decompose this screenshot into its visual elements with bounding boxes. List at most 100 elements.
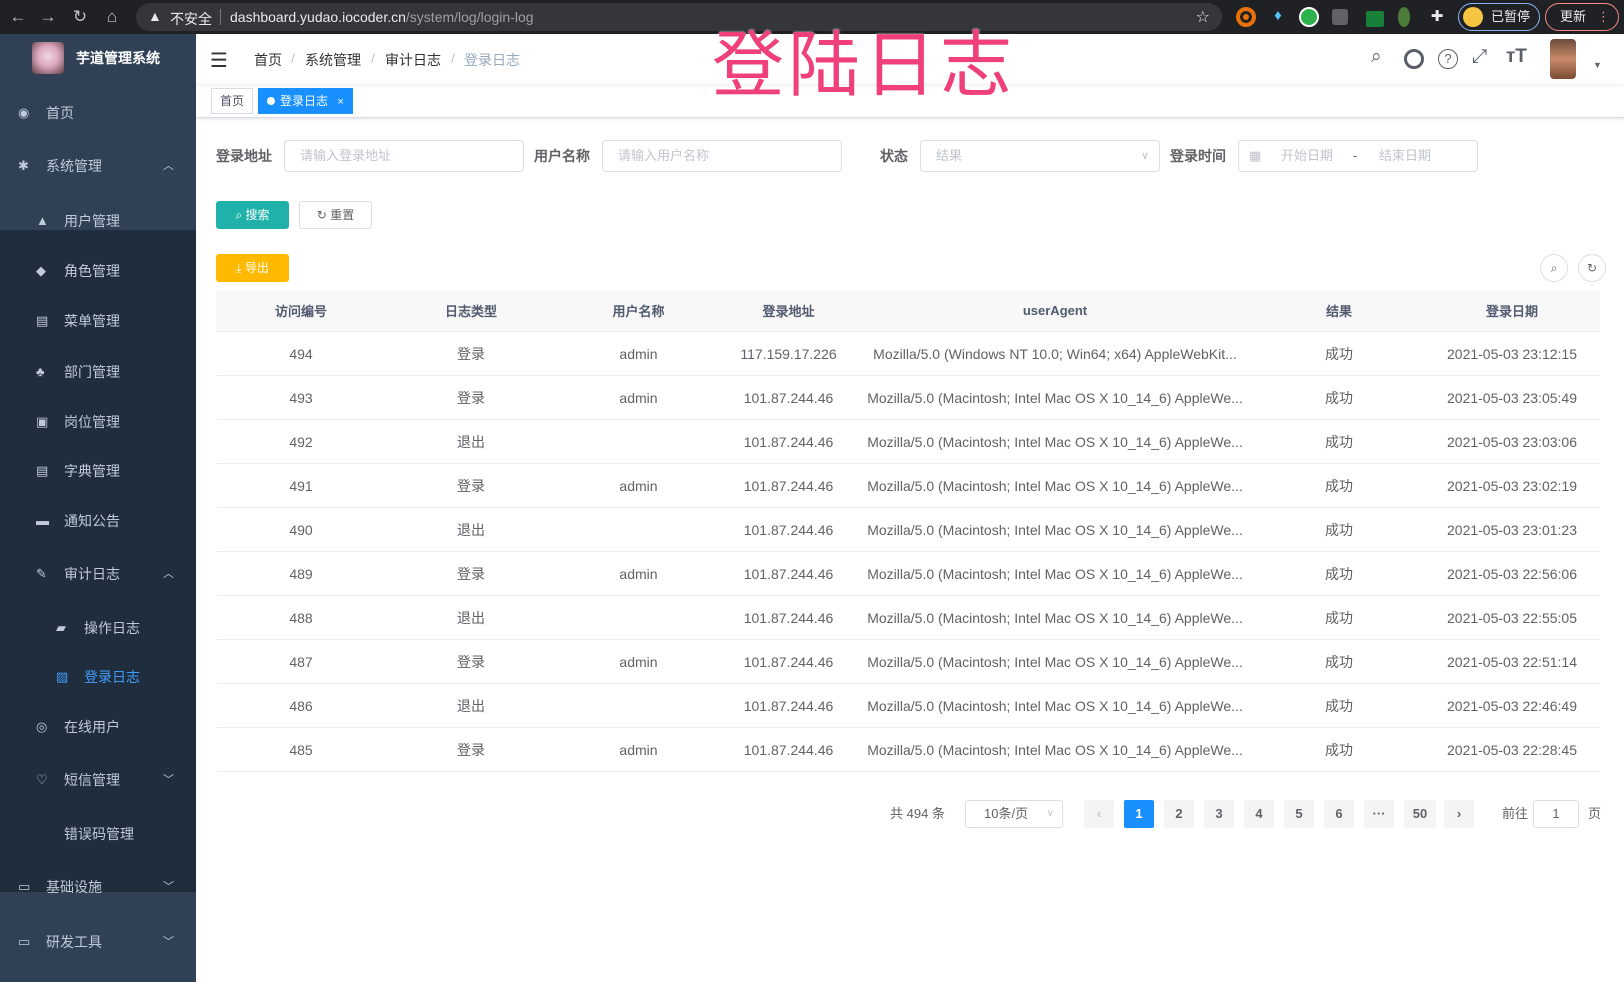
search-icon[interactable]: ⌕ xyxy=(1371,46,1382,67)
fullscreen-icon[interactable]: ⤢ xyxy=(1472,46,1488,67)
reload-icon[interactable]: ↻ xyxy=(72,7,88,26)
sidebar-item[interactable]: ▲ 用户管理 xyxy=(0,196,196,246)
sidebar-item[interactable]: ▣ 岗位管理 xyxy=(0,397,196,447)
next-page-button[interactable]: › xyxy=(1444,800,1474,828)
extension-icon[interactable] xyxy=(1236,7,1256,27)
refresh-button[interactable]: ↻ xyxy=(1578,254,1606,282)
chevron-down-icon: ∨ xyxy=(1046,808,1054,819)
breadcrumb-separator: / xyxy=(291,50,295,66)
leaf-extension-icon[interactable] xyxy=(1398,7,1410,27)
form-icon: ▰ xyxy=(56,620,66,635)
table-row[interactable]: 490 退出 101.87.244.46 Mozilla/5.0 (Macintosh… xyxy=(216,508,1600,552)
diamond-extension-icon[interactable]: ♦ xyxy=(1274,7,1282,24)
page-button[interactable]: 50 xyxy=(1404,800,1436,828)
goto-page-input[interactable]: 1 xyxy=(1533,800,1579,828)
avatar[interactable] xyxy=(1550,39,1576,79)
column-header[interactable]: 登录日期 xyxy=(1485,304,1538,319)
table-row[interactable]: 486 退出 101.87.244.46 Mozilla/5.0 (Macintosh… xyxy=(216,684,1600,728)
page-button[interactable]: 2 xyxy=(1164,800,1194,828)
more-pages-button[interactable]: ··· xyxy=(1364,800,1394,828)
column-header[interactable]: 用户名称 xyxy=(612,304,665,319)
page-button[interactable]: 4 xyxy=(1244,800,1274,828)
sidebar-item-label: 错误码管理 xyxy=(64,826,134,842)
sidebar-item[interactable]: 错误码管理 xyxy=(0,809,196,859)
tag-home[interactable]: 首页 xyxy=(211,88,254,114)
ip-input[interactable]: 请输入登录地址 xyxy=(284,140,524,172)
breadcrumb-item[interactable]: 审计日志 xyxy=(385,52,441,68)
grid-extension-icon[interactable] xyxy=(1332,9,1348,25)
table-row[interactable]: 493 登录 admin 101.87.244.46 Mozilla/5.0 (Maci… xyxy=(216,376,1600,420)
sidebar-item[interactable]: ▤ 菜单管理 xyxy=(0,296,196,346)
back-icon[interactable]: ← xyxy=(9,7,27,26)
table-row[interactable]: 489 登录 admin 101.87.244.46 Mozilla/5.0 (Maci… xyxy=(216,552,1600,596)
table-cell: 486 xyxy=(289,697,313,714)
overlay-title: 登陆日志 xyxy=(712,26,1017,106)
table-cell: Mozilla/5.0 (Macintosh; Intel Mac OS X 1… xyxy=(867,433,1243,450)
sidebar-item[interactable]: ✱ 系统管理 ︿ xyxy=(0,141,196,191)
column-header[interactable]: 结果 xyxy=(1325,304,1352,319)
page-button[interactable]: 3 xyxy=(1204,800,1234,828)
puzzle-extensions-icon[interactable]: ✚ xyxy=(1430,8,1444,25)
column-header[interactable]: userAgent xyxy=(1022,303,1088,318)
sidebar-item-label: 登录日志 xyxy=(84,669,140,685)
start-date-input[interactable]: 开始日期 xyxy=(1281,148,1334,163)
caret-down-icon[interactable]: ▼ xyxy=(1593,60,1602,70)
forward-icon[interactable]: → xyxy=(39,7,57,26)
username-input[interactable]: 请输入用户名称 xyxy=(602,140,842,172)
sidebar-item[interactable]: ▰ 操作日志 xyxy=(0,603,196,653)
export-button[interactable]: ⤓ 导出 xyxy=(216,254,289,282)
sidebar-item[interactable]: ◉ 首页 xyxy=(0,88,196,138)
close-icon[interactable]: × xyxy=(337,96,344,108)
date-range-picker[interactable]: ▦ 开始日期 - 结束日期 xyxy=(1238,140,1478,172)
hamburger-icon[interactable]: ☰ xyxy=(210,50,228,72)
question-icon[interactable]: ? xyxy=(1438,49,1458,69)
reset-button[interactable]: ↻ 重置 xyxy=(299,201,372,229)
address-bar[interactable]: ▲ 不安全 dashboard.yudao.iocoder.cn/system/… xyxy=(136,3,1222,31)
on-extension-icon[interactable] xyxy=(1366,11,1384,27)
breadcrumb-item[interactable]: 首页 xyxy=(254,52,282,68)
column-header[interactable]: 访问编号 xyxy=(274,304,327,319)
end-date-input[interactable]: 结束日期 xyxy=(1379,148,1432,163)
sidebar-item[interactable]: ▬ 通知公告 xyxy=(0,496,196,546)
table-cell: 117.159.17.226 xyxy=(740,345,837,362)
column-header[interactable]: 日志类型 xyxy=(444,304,497,319)
column-header[interactable]: 登录地址 xyxy=(762,304,815,319)
profile-button[interactable]: 已暂停 xyxy=(1458,3,1540,31)
page-button[interactable]: 5 xyxy=(1284,800,1314,828)
breadcrumb-item[interactable]: 系统管理 xyxy=(305,52,361,68)
home-icon[interactable]: ⌂ xyxy=(106,7,118,26)
sidebar-item[interactable]: ▤ 字典管理 xyxy=(0,446,196,496)
github-icon[interactable] xyxy=(1404,49,1424,69)
table-row[interactable]: 494 登录 admin 117.159.17.226 Mozilla/5.0 (Win… xyxy=(216,332,1600,376)
sidebar-item[interactable]: ♡ 短信管理 ﹀ xyxy=(0,755,196,805)
sidebar-item[interactable]: ♣ 部门管理 xyxy=(0,347,196,397)
page-button[interactable]: 1 xyxy=(1124,800,1154,828)
table-row[interactable]: 487 登录 admin 101.87.244.46 Mozilla/5.0 (Maci… xyxy=(216,640,1600,684)
sidebar-item[interactable]: ▭ 研发工具 ﹀ xyxy=(0,917,196,967)
font-size-icon[interactable]: ᴛT xyxy=(1506,46,1527,67)
sidebar-item[interactable]: ✎ 审计日志 ︿ xyxy=(0,549,196,599)
table-cell: 2021-05-03 22:56:06 xyxy=(1447,565,1577,582)
table-row[interactable]: 485 登录 admin 101.87.244.46 Mozilla/5.0 (Maci… xyxy=(216,728,1600,772)
update-button[interactable]: 更新 ⋮ xyxy=(1545,3,1619,31)
table-cell: 成功 xyxy=(1325,345,1353,362)
page-button[interactable]: 6 xyxy=(1324,800,1354,828)
sidebar-item[interactable]: ▭ 基础设施 ﹀ xyxy=(0,862,196,912)
table-cell: 成功 xyxy=(1325,609,1353,626)
search-button[interactable]: ⌕ 搜索 xyxy=(216,201,289,229)
toggle-search-button[interactable]: ⌕ xyxy=(1540,254,1568,282)
sidebar-item-label: 用户管理 xyxy=(64,213,120,229)
prev-page-button[interactable]: ‹ xyxy=(1084,800,1114,828)
sidebar-item[interactable]: ◎ 在线用户 xyxy=(0,702,196,752)
table-row[interactable]: 492 退出 101.87.244.46 Mozilla/5.0 (Macintosh… xyxy=(216,420,1600,464)
page-size-select[interactable]: 10条/页 ∨ xyxy=(965,800,1063,828)
y-extension-icon[interactable] xyxy=(1299,7,1319,27)
table-row[interactable]: 488 退出 101.87.244.46 Mozilla/5.0 (Macintosh… xyxy=(216,596,1600,640)
sidebar-item-label: 字典管理 xyxy=(64,463,120,479)
status-select[interactable]: 结果 ∨ xyxy=(920,140,1160,172)
bookmark-star-icon[interactable]: ☆ xyxy=(1195,9,1210,26)
sidebar-item[interactable]: ◆ 角色管理 xyxy=(0,246,196,296)
sidebar-item[interactable]: ▨ 登录日志 xyxy=(0,652,196,702)
table-row[interactable]: 491 登录 admin 101.87.244.46 Mozilla/5.0 (Maci… xyxy=(216,464,1600,508)
tag-login-log[interactable]: 登录日志 × xyxy=(258,88,353,114)
